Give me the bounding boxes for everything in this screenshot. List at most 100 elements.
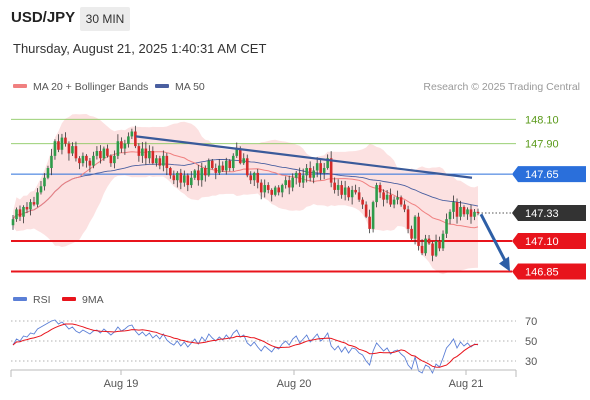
candle (200, 162, 204, 187)
candle (116, 134, 120, 160)
candle-body (476, 211, 480, 214)
candle-body (183, 175, 186, 183)
candle-body (245, 158, 249, 176)
candle (280, 183, 284, 198)
candle-body (357, 192, 361, 200)
candle (186, 173, 190, 192)
candle (347, 185, 350, 201)
candle (113, 150, 116, 169)
candle (228, 159, 232, 172)
candle (459, 200, 462, 221)
candle (263, 179, 267, 198)
candle (298, 167, 301, 187)
candle-body (228, 160, 232, 169)
candle (354, 184, 357, 195)
candle (329, 151, 333, 188)
candle-body (305, 168, 308, 176)
candle-body (336, 185, 340, 190)
candle (67, 141, 71, 161)
candle (455, 198, 459, 224)
candle (190, 171, 193, 188)
candle (53, 139, 57, 160)
candle-body (455, 202, 459, 217)
candle (85, 154, 88, 168)
candle (46, 165, 50, 180)
candle-body (343, 187, 347, 195)
candle (43, 173, 46, 191)
candle (403, 200, 406, 213)
candle (245, 154, 249, 178)
candle (368, 209, 371, 234)
candle-body (284, 180, 288, 186)
candle-body (214, 168, 218, 173)
rsi-line (12, 319, 479, 375)
candle-body (235, 148, 239, 156)
candle (92, 151, 95, 169)
rsi-9ma-line (12, 323, 479, 368)
candle-body (99, 150, 102, 159)
candle (389, 188, 392, 207)
candle-body (81, 155, 85, 164)
candle-body (448, 211, 452, 220)
candle-body (273, 187, 277, 195)
candle-body (431, 243, 434, 256)
candle-body (231, 155, 235, 169)
candle (406, 205, 410, 234)
timeframe-badge[interactable]: 30 MIN (80, 7, 130, 31)
candle (39, 180, 43, 195)
candle-body (406, 209, 410, 229)
candle-body (445, 219, 448, 234)
candle (357, 187, 361, 202)
candle-body (221, 165, 225, 171)
candle-body (242, 158, 246, 164)
candle-body (385, 194, 389, 200)
candle (350, 185, 354, 205)
candle-body (130, 131, 134, 137)
candle-body (148, 150, 151, 159)
candle (294, 170, 298, 185)
candle-body (312, 170, 315, 178)
candle-body (319, 163, 322, 173)
rsi-legend: RSI 9MA (13, 294, 104, 306)
ma50-line (12, 158, 479, 220)
candle (210, 159, 214, 170)
candle-body (224, 160, 228, 171)
candle-body (207, 160, 211, 176)
candle-body (371, 202, 375, 229)
candle (176, 171, 179, 188)
candle-body (287, 180, 291, 188)
candle (183, 170, 186, 187)
candle-body (263, 185, 267, 193)
time-axis-label: Aug 21 (449, 378, 484, 390)
candle (224, 157, 228, 175)
candle (448, 209, 452, 225)
candle (60, 133, 64, 155)
candle-body (29, 202, 32, 210)
candle-body (382, 192, 385, 200)
candle (217, 159, 221, 175)
candle-body (438, 241, 441, 249)
candle (144, 141, 148, 165)
candle-body (350, 189, 354, 198)
candle (25, 202, 29, 214)
candle (333, 177, 336, 194)
candle (266, 182, 270, 194)
candle (396, 190, 399, 205)
candle-body (169, 168, 172, 176)
candle (249, 171, 253, 184)
candle (162, 150, 165, 172)
candle-body (71, 146, 74, 154)
candle-body (326, 158, 329, 169)
candle (18, 205, 22, 222)
candle-body (200, 168, 204, 181)
candle (64, 132, 67, 147)
candle (102, 146, 106, 161)
candle (424, 234, 427, 256)
candle-body (193, 170, 197, 178)
candle (371, 200, 375, 233)
research-credit: Research © 2025 Trading Central (423, 81, 580, 93)
candle-body (277, 187, 281, 193)
bollinger-band-area (13, 114, 478, 275)
ma50-legend-label: MA 50 (175, 81, 205, 93)
candle-body (36, 192, 39, 205)
